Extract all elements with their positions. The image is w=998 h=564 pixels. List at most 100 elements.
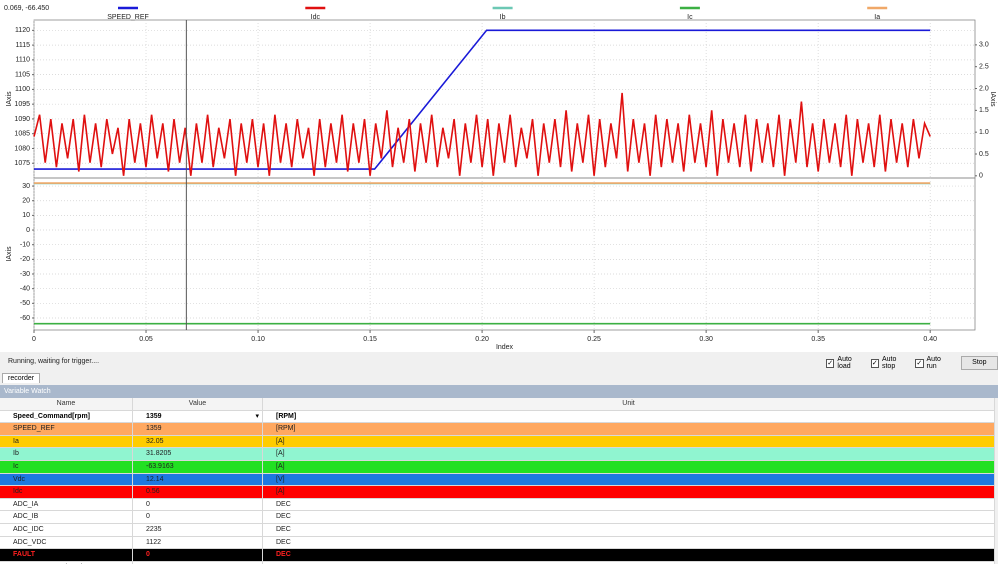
table-cell: 32.05: [133, 435, 263, 448]
table-row[interactable]: Ib 31.8205 [A]: [0, 448, 995, 461]
y-tick-label: -40: [20, 286, 30, 293]
table-cell: DEC: [263, 511, 995, 523]
table-cell: 1359: [133, 423, 263, 435]
table-cell: 0.56: [133, 486, 263, 498]
y-tick-label: 1100: [15, 86, 30, 93]
y-tick-label: 1120: [15, 27, 30, 34]
table-cell: DEC: [263, 498, 995, 511]
y2-tick-label: 2.0: [979, 85, 989, 92]
checkbox-label: Auto load: [837, 356, 852, 370]
column-header[interactable]: Name: [0, 398, 133, 410]
y-tick-label: -20: [20, 256, 30, 263]
table-cell: SPEED_REF: [0, 423, 133, 435]
table-cell: Ic: [0, 460, 133, 473]
table-cell: Idc: [0, 486, 133, 498]
y2-tick-label: 1.5: [979, 107, 989, 114]
plot-area: 0.069, -66.450 SPEED_REF Idc Ib Ic Ia 1075 108…: [0, 0, 998, 352]
y-tick-label: -50: [20, 300, 30, 307]
column-header[interactable]: Value: [133, 398, 263, 410]
checkbox[interactable]: ✓: [915, 358, 924, 368]
legend-label: Ib: [500, 14, 506, 21]
x-tick-label: 0.25: [587, 336, 601, 343]
x-axis-label: Index: [496, 344, 514, 351]
variable-table: Name Value Unit Speed_Command[rpm] 1359 ▾ [RPM…: [0, 398, 995, 564]
y-tick-label: 1110: [15, 57, 30, 64]
table-cell: [A]: [263, 486, 995, 498]
checkbox-label: Auto stop: [881, 356, 897, 370]
y-tick-label: 0: [26, 227, 30, 234]
table-cell: DEC: [263, 536, 995, 549]
table-row[interactable]: Ic -63.9163 [A]: [0, 460, 995, 474]
table-row[interactable]: SPEED_REF 1359 [RPM]: [0, 423, 995, 436]
table-row[interactable]: Speed_Command[rpm] 1359 ▾ [RPM]: [0, 410, 995, 424]
table-row[interactable]: ADC_IB 0 DEC: [0, 511, 995, 524]
y-tick-label: 1090: [14, 116, 30, 123]
y2-axis-label: IAxis: [989, 91, 996, 107]
table-row[interactable]: ADC_IDC 2235 DEC: [0, 523, 995, 537]
y2-tick-label: 2.5: [979, 64, 989, 71]
x-tick-label: 0: [32, 336, 36, 343]
y-tick-label: 1080: [14, 145, 30, 152]
y2-tick-label: 3.0: [979, 42, 989, 49]
checkbox-option[interactable]: ✓ Auto load: [826, 356, 865, 370]
table-cell: FAULT: [0, 549, 133, 561]
panel-title: Variable Watch: [0, 385, 998, 398]
table-cell: ADC_IA: [0, 498, 133, 511]
table-row[interactable]: Idc 0.56 [A]: [0, 486, 995, 499]
checkbox-option[interactable]: ✓ Auto stop: [870, 356, 910, 370]
y-axis-label: IAxis: [6, 246, 13, 262]
table-cell: 1359 ▾: [133, 410, 263, 423]
status-text: Running, waiting for trigger....: [8, 358, 100, 365]
y-tick-label: -30: [20, 271, 30, 278]
table-cell: Ia: [0, 435, 133, 448]
y2-tick-label: 0: [979, 173, 983, 180]
table-cell: 12.14: [133, 473, 263, 486]
table-cell: Vdc: [0, 473, 133, 486]
y-tick-label: 20: [22, 198, 30, 205]
table-cell: 31.8205: [133, 448, 263, 460]
checkbox[interactable]: ✓: [870, 358, 879, 368]
y-tick-label: 1085: [14, 131, 30, 138]
table-cell: 0: [133, 511, 263, 523]
checkbox-option[interactable]: ✓ Auto run: [915, 356, 951, 370]
table-row[interactable]: Ia 32.05 [A]: [0, 435, 995, 449]
x-tick-label: 0.35: [811, 336, 825, 343]
table-cell: DEC: [263, 549, 995, 561]
table-cell: [A]: [263, 435, 995, 448]
tab[interactable]: recorder: [2, 373, 41, 383]
table-cell: 2235: [133, 523, 263, 536]
table-row[interactable]: Vdc 12.14 [V]: [0, 473, 995, 487]
dropdown-arrow[interactable]: ▾: [255, 412, 259, 420]
x-tick-label: 0.20: [475, 336, 489, 343]
y-tick-label: -10: [20, 242, 30, 249]
checkbox[interactable]: ✓: [826, 358, 835, 368]
x-tick-label: 0.10: [251, 336, 265, 343]
x-tick-label: 0.15: [363, 336, 377, 343]
table-cell: 1122: [133, 536, 263, 549]
table-row[interactable]: FAULT 0 DEC: [0, 549, 995, 562]
y-tick-label: 1095: [14, 101, 30, 108]
y-tick-label: 1105: [15, 71, 30, 78]
y-tick-label: -60: [20, 315, 30, 322]
stop-button[interactable]: Stop: [960, 356, 998, 370]
legend-label: Ic: [687, 14, 693, 21]
table-cell: 0: [133, 549, 263, 561]
table-cell: [RPM]: [263, 423, 995, 435]
options-bar: ✓ Auto load ✓ Auto stop ✓ Auto run Stop: [826, 356, 998, 370]
table-cell: [V]: [263, 473, 995, 486]
x-tick-label: 0.30: [699, 336, 713, 343]
y-tick-label: 30: [22, 183, 30, 190]
table-cell: [A]: [263, 460, 995, 473]
series-line: [34, 29, 931, 170]
column-header[interactable]: Unit: [263, 398, 995, 410]
table-row[interactable]: ADC_IA 0 DEC: [0, 498, 995, 512]
table-cell: ADC_IB: [0, 511, 133, 523]
y-tick-label: 1075: [14, 160, 30, 167]
table-row[interactable]: ADC_VDC 1122 DEC: [0, 536, 995, 550]
plot-background: [0, 0, 998, 352]
series-line: [33, 92, 931, 176]
legend-label: Ia: [874, 14, 880, 21]
table-cell: [RPM]: [263, 410, 995, 423]
y2-tick-label: 0.5: [979, 151, 989, 158]
